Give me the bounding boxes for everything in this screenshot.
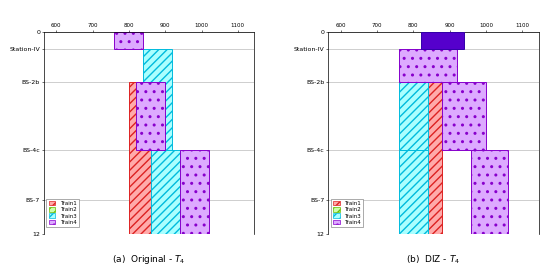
Bar [399, 49, 428, 150]
Bar [413, 82, 442, 234]
Bar [399, 150, 428, 234]
Bar [129, 82, 158, 234]
Bar [151, 150, 180, 234]
Bar [442, 82, 486, 150]
Bar [471, 150, 508, 234]
Bar [136, 82, 165, 150]
Bar [114, 32, 144, 49]
Bar [144, 49, 172, 150]
Title: (b)  DIZ - $T_4$: (b) DIZ - $T_4$ [406, 253, 460, 266]
Bar [399, 49, 457, 82]
Bar [421, 32, 464, 49]
Title: (a)  Original - $T_4$: (a) Original - $T_4$ [112, 253, 186, 266]
Bar [180, 150, 209, 234]
Legend: Train1, Train2, Train3, Train4: Train1, Train2, Train3, Train4 [331, 199, 363, 227]
Legend: Train1, Train2, Train3, Train4: Train1, Train2, Train3, Train4 [46, 199, 78, 227]
